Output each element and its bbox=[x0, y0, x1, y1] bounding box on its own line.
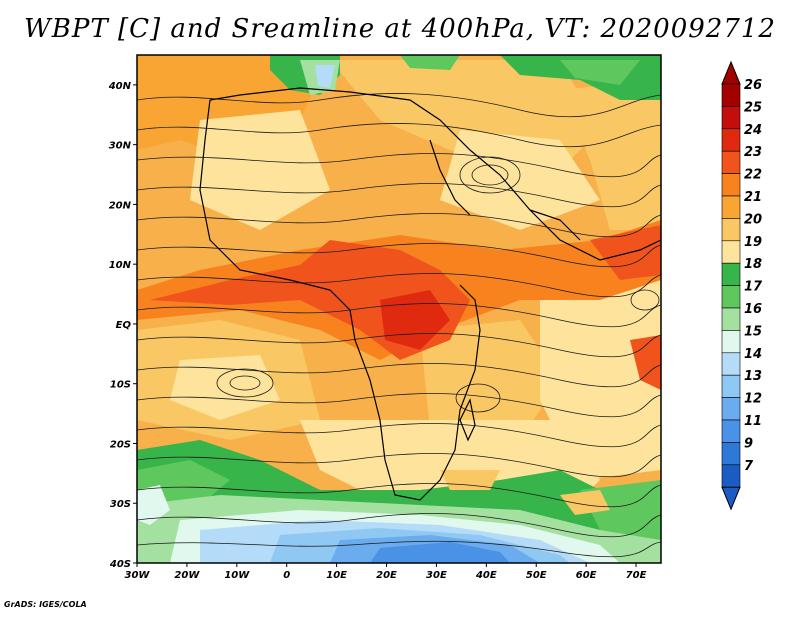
lat-tick-label: 10S bbox=[110, 380, 131, 391]
colorbar-swatch bbox=[721, 464, 741, 488]
map-panel bbox=[136, 54, 662, 564]
lon-tick-label: 60E bbox=[576, 570, 597, 581]
colorbar-swatch bbox=[721, 218, 741, 242]
colorbar-label: 20 bbox=[744, 212, 762, 227]
colorbar-label: 24 bbox=[744, 123, 762, 138]
wbpt-shading bbox=[137, 55, 661, 563]
colorbar-swatch bbox=[721, 150, 741, 174]
lon-tick-label: 20W bbox=[174, 570, 200, 581]
colorbar-bottom-arrow bbox=[721, 486, 741, 511]
colorbar-swatch bbox=[721, 419, 741, 443]
colorbar-label: 9 bbox=[744, 436, 753, 451]
lat-tick-label: 40S bbox=[109, 559, 131, 570]
colorbar-swatch bbox=[721, 106, 741, 130]
colorbar-label: 19 bbox=[744, 235, 762, 250]
colorbar-swatch bbox=[721, 83, 741, 107]
colorbar-label: 25 bbox=[744, 100, 762, 115]
colorbar-swatch bbox=[721, 442, 741, 466]
colorbar-label: 17 bbox=[744, 280, 763, 295]
colorbar-label: 7 bbox=[744, 459, 754, 474]
lat-tick-label: 20N bbox=[109, 200, 132, 211]
lon-tick-label: 30E bbox=[426, 570, 447, 581]
coastlines bbox=[199, 87, 661, 501]
colorbar-label: 13 bbox=[744, 369, 762, 384]
lon-tick-label: 20E bbox=[376, 570, 397, 581]
colorbar-swatch bbox=[721, 262, 741, 286]
colorbar-swatch bbox=[721, 397, 741, 421]
colorbar-label: 16 bbox=[744, 302, 762, 317]
lat-tick-label: EQ bbox=[116, 320, 132, 331]
colorbar-top-arrow bbox=[721, 60, 741, 85]
colorbar-label: 26 bbox=[744, 78, 762, 93]
lon-tick-label: 10E bbox=[326, 570, 347, 581]
lon-tick-label: 70E bbox=[626, 570, 647, 581]
colorbar-swatch bbox=[721, 285, 741, 309]
colorbar-swatch bbox=[721, 173, 741, 197]
streamlines bbox=[137, 93, 661, 558]
colorbar-label: 12 bbox=[744, 392, 762, 407]
lon-tick-label: 40E bbox=[475, 570, 497, 581]
colorbar-swatch bbox=[721, 195, 741, 219]
lon-tick-label: 10W bbox=[224, 570, 250, 581]
lon-tick-label: 50E bbox=[526, 570, 547, 581]
colorbar: 26 25 24 23 22 21 20 19 18 17 16 15 14 13 12 11 9 7 bbox=[721, 60, 763, 511]
colorbar-swatch bbox=[721, 240, 741, 264]
colorbar-swatch bbox=[721, 374, 741, 398]
colorbar-swatch bbox=[721, 307, 741, 331]
colorbar-label: 22 bbox=[744, 168, 762, 183]
colorbar-label: 21 bbox=[744, 190, 762, 205]
colorbar-label: 18 bbox=[744, 257, 762, 272]
lat-tick-label: 40N bbox=[108, 81, 132, 92]
lon-tick-label: 30W bbox=[125, 570, 151, 581]
lat-tick-label: 20S bbox=[110, 439, 131, 450]
lon-tick-label: 0 bbox=[283, 570, 290, 581]
chart-title: WBPT [C] and Sreamline at 400hPa, VT: 20… bbox=[24, 14, 776, 44]
colorbar-swatch bbox=[721, 330, 741, 354]
lat-tick-label: 30N bbox=[109, 141, 132, 152]
colorbar-label: 14 bbox=[744, 347, 762, 362]
colorbar-label: 23 bbox=[744, 145, 762, 160]
map-axes: 30W 20W 10W 0 10E 20E 30E 40E 50E 60E 70E 40N 30N 20N… bbox=[108, 81, 647, 581]
colorbar-label: 15 bbox=[744, 324, 762, 339]
credit-text: GrADS: IGES/COLA bbox=[4, 600, 87, 609]
lat-tick-label: 30S bbox=[110, 499, 131, 510]
colorbar-swatch bbox=[721, 352, 741, 376]
colorbar-label: 11 bbox=[744, 414, 762, 429]
lat-tick-label: 10N bbox=[109, 260, 132, 271]
colorbar-swatch bbox=[721, 128, 741, 152]
